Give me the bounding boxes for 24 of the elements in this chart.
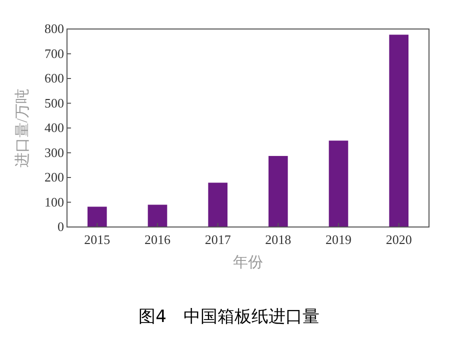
x-tick-label: 2016 [144, 232, 171, 247]
text: 图4 中国箱板纸进口量 [138, 307, 320, 327]
bar [268, 156, 288, 227]
bar [88, 206, 107, 227]
y-tick-label: 400 [44, 120, 64, 135]
y-tick-label: 100 [44, 194, 64, 210]
y-axis-title: 进口量/万吨 [14, 88, 31, 168]
y-tick-label: 700 [44, 46, 64, 61]
bar [148, 204, 168, 227]
x-tick-label: 2015 [84, 232, 110, 247]
x-axis-title: 年份 [233, 254, 263, 271]
x-tick-label: 2017 [204, 232, 232, 247]
y-tick-label: 300 [44, 144, 64, 160]
bar [208, 182, 228, 227]
x-tick-label: 2019 [326, 232, 352, 247]
y-tick-label: 600 [44, 70, 64, 86]
x-tick-label: 2018 [265, 232, 292, 247]
bar [389, 34, 408, 227]
y-tick-label: 800 [44, 21, 64, 36]
y-tick-label: 500 [44, 95, 64, 110]
y-tick-label: 200 [44, 170, 64, 184]
y-tick-label: 0 [58, 219, 64, 234]
bar [328, 140, 348, 227]
x-tick-label: 2020 [386, 232, 412, 247]
